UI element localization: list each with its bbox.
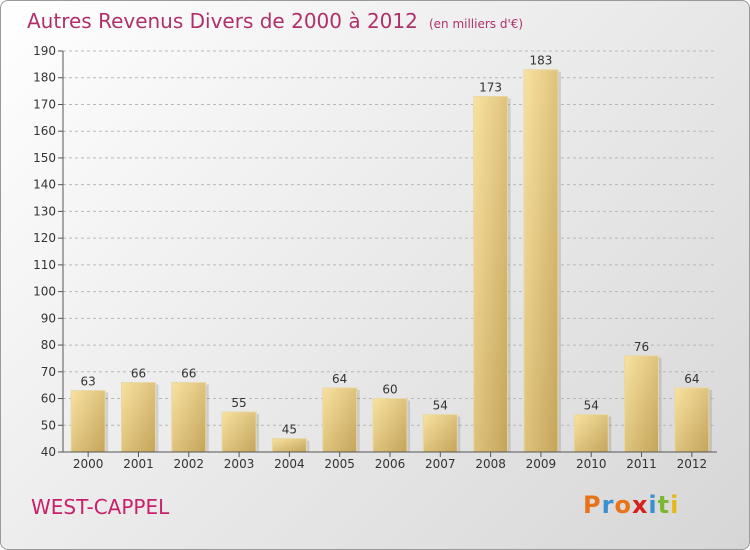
bar (674, 387, 710, 453)
bar-value-label: 64 (684, 372, 699, 386)
logo-letter: t (657, 491, 671, 519)
chart-title-main: Autres Revenus Divers de 2000 à 2012 (27, 9, 418, 33)
y-tick-label: 190 (33, 44, 56, 58)
y-tick-label: 90 (41, 311, 56, 325)
y-tick-label: 170 (33, 97, 56, 111)
x-tick-label: 2001 (123, 457, 154, 471)
y-tick-label: 80 (41, 338, 56, 352)
y-tick-label: 50 (41, 418, 56, 432)
chart-title: Autres Revenus Divers de 2000 à 2012 (en… (27, 9, 523, 33)
y-tick-label: 120 (33, 231, 56, 245)
logo-letter: i (648, 491, 658, 519)
y-tick-label: 150 (33, 151, 56, 165)
x-tick-label: 2011 (626, 457, 657, 471)
bar-value-label: 66 (181, 366, 196, 380)
bar-value-label: 76 (634, 340, 649, 354)
bar-value-label: 183 (529, 54, 552, 68)
y-tick-label: 110 (33, 258, 56, 272)
bar (271, 438, 307, 453)
bar-value-label: 173 (479, 80, 502, 94)
bar-value-label: 45 (282, 423, 297, 437)
x-tick-label: 2003 (224, 457, 255, 471)
x-tick-label: 2006 (375, 457, 406, 471)
bar-value-label: 54 (433, 399, 448, 413)
bar (171, 381, 207, 453)
y-tick-label: 100 (33, 285, 56, 299)
y-tick-label: 180 (33, 71, 56, 85)
y-tick-label: 130 (33, 204, 56, 218)
bar (120, 381, 156, 453)
logo-letter: r (601, 491, 615, 519)
x-tick-label: 2000 (73, 457, 104, 471)
x-tick-label: 2002 (173, 457, 204, 471)
y-tick-label: 140 (33, 178, 56, 192)
proxiti-logo[interactable]: Proxiti (583, 491, 679, 519)
bar (221, 411, 257, 453)
bar (624, 355, 660, 453)
logo-letter: o (614, 491, 632, 519)
bar (473, 95, 509, 453)
bar (70, 390, 106, 453)
bar (372, 398, 408, 453)
logo-letter: i (670, 491, 680, 519)
x-tick-label: 2004 (274, 457, 305, 471)
x-tick-label: 2005 (324, 457, 355, 471)
bar (523, 69, 559, 453)
bar (322, 387, 358, 453)
chart-subtitle: (en milliers d'€) (428, 17, 524, 31)
bar (573, 414, 609, 453)
x-tick-label: 2012 (677, 457, 708, 471)
x-tick-label: 2007 (425, 457, 456, 471)
logo-letter: P (583, 491, 602, 519)
y-tick-label: 70 (41, 365, 56, 379)
bar-value-label: 66 (131, 366, 146, 380)
bar-value-label: 54 (584, 399, 599, 413)
x-tick-label: 2008 (475, 457, 506, 471)
bar-value-label: 60 (382, 383, 397, 397)
y-tick-label: 60 (41, 392, 56, 406)
commune-name: WEST-CAPPEL (31, 495, 170, 519)
bar-value-label: 64 (332, 372, 347, 386)
x-tick-label: 2009 (526, 457, 557, 471)
logo-letter: x (631, 491, 649, 519)
bar-value-label: 63 (81, 375, 96, 389)
y-tick-label: 160 (33, 124, 56, 138)
x-tick-label: 2010 (576, 457, 607, 471)
y-tick-label: 40 (41, 445, 56, 459)
bar-value-label: 55 (231, 396, 246, 410)
bar (422, 414, 458, 453)
